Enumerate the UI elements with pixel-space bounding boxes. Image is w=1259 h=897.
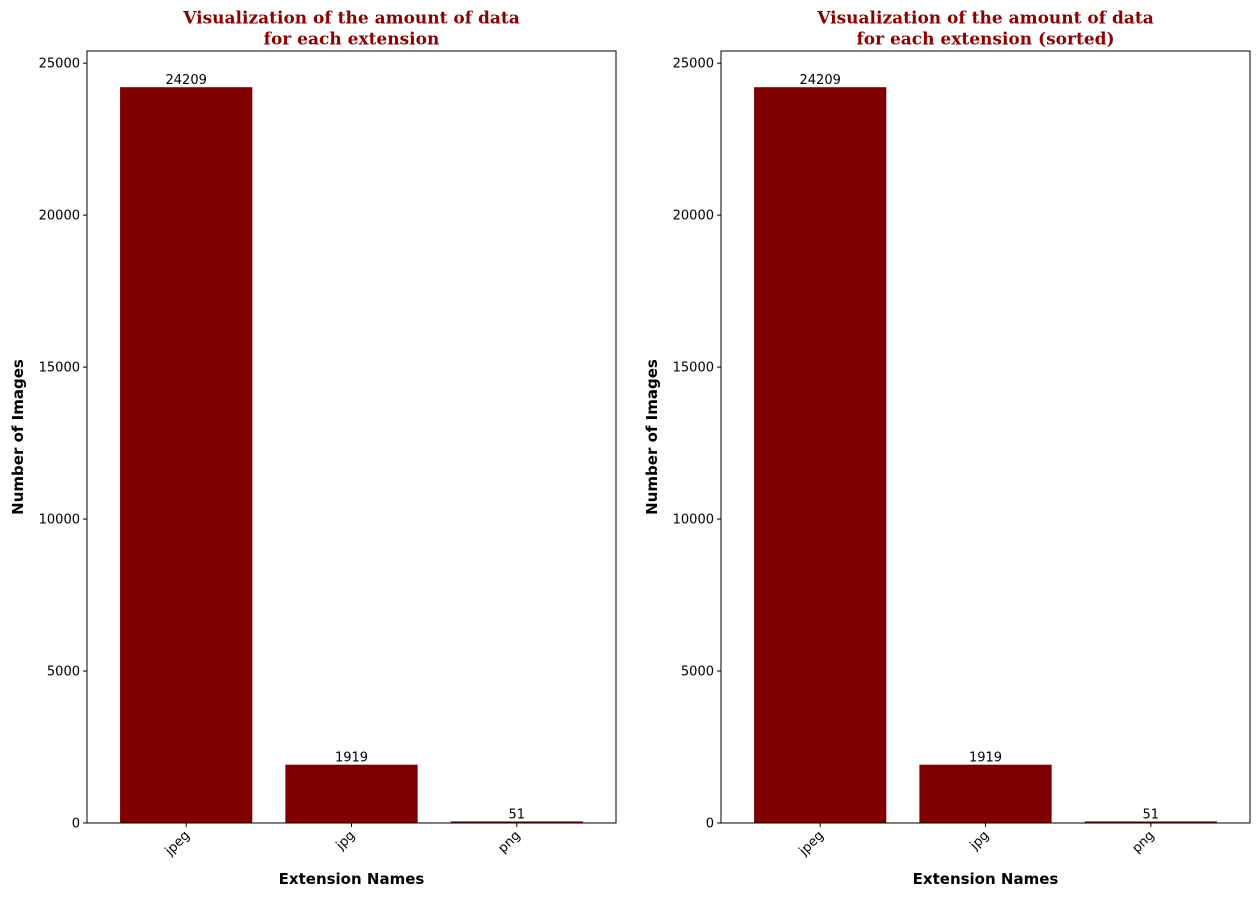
value-label-jpg: 1919 bbox=[335, 751, 368, 766]
y-tick-label: 25000 bbox=[673, 57, 714, 72]
chart-title-line-1: Visualization of the amount of data bbox=[182, 9, 520, 29]
y-tick-label: 0 bbox=[706, 817, 714, 832]
chart-title-line-2: for each extension (sorted) bbox=[856, 30, 1114, 50]
value-label-png: 51 bbox=[1143, 807, 1160, 822]
bar-png bbox=[450, 821, 583, 823]
y-axis-label: Number of Images bbox=[643, 359, 661, 515]
value-label-png: 51 bbox=[509, 807, 526, 822]
bar-jpg bbox=[919, 764, 1052, 823]
bar-jpeg bbox=[120, 87, 253, 823]
bars bbox=[754, 87, 1217, 823]
chart-right: Visualization of the amount of data for … bbox=[643, 9, 1251, 888]
y-axis-label: Number of Images bbox=[9, 359, 27, 515]
y-axis-ticks: 0 5000 10000 15000 20000 25000 bbox=[673, 57, 721, 832]
y-tick-label: 15000 bbox=[39, 361, 80, 376]
y-tick-label: 5000 bbox=[47, 665, 80, 680]
chart-left: Visualization of the amount of data for … bbox=[9, 9, 617, 888]
y-tick-label: 10000 bbox=[39, 513, 80, 528]
x-axis-label: Extension Names bbox=[913, 870, 1059, 888]
x-axis-label: Extension Names bbox=[279, 870, 425, 888]
bars bbox=[120, 87, 583, 823]
bar-jpeg bbox=[754, 87, 887, 823]
value-labels: 24209 1919 51 bbox=[166, 73, 526, 822]
y-tick-label: 10000 bbox=[673, 513, 714, 528]
value-labels: 24209 1919 51 bbox=[800, 73, 1160, 822]
value-label-jpeg: 24209 bbox=[800, 73, 841, 88]
bar-png bbox=[1084, 821, 1217, 823]
y-axis-ticks: 0 5000 10000 15000 20000 25000 bbox=[39, 57, 87, 832]
y-tick-label: 5000 bbox=[681, 665, 714, 680]
plot-frame bbox=[720, 50, 1251, 824]
y-tick-label: 25000 bbox=[39, 57, 80, 72]
chart-title-line-2: for each extension bbox=[264, 30, 440, 50]
plot-frame bbox=[86, 50, 617, 824]
bar-jpg bbox=[285, 764, 418, 823]
value-label-jpeg: 24209 bbox=[166, 73, 207, 88]
y-tick-label: 15000 bbox=[673, 361, 714, 376]
y-tick-label: 20000 bbox=[39, 209, 80, 224]
y-tick-label: 20000 bbox=[673, 209, 714, 224]
y-tick-label: 0 bbox=[72, 817, 80, 832]
chart-title-line-1: Visualization of the amount of data bbox=[816, 9, 1154, 29]
value-label-jpg: 1919 bbox=[969, 751, 1002, 766]
